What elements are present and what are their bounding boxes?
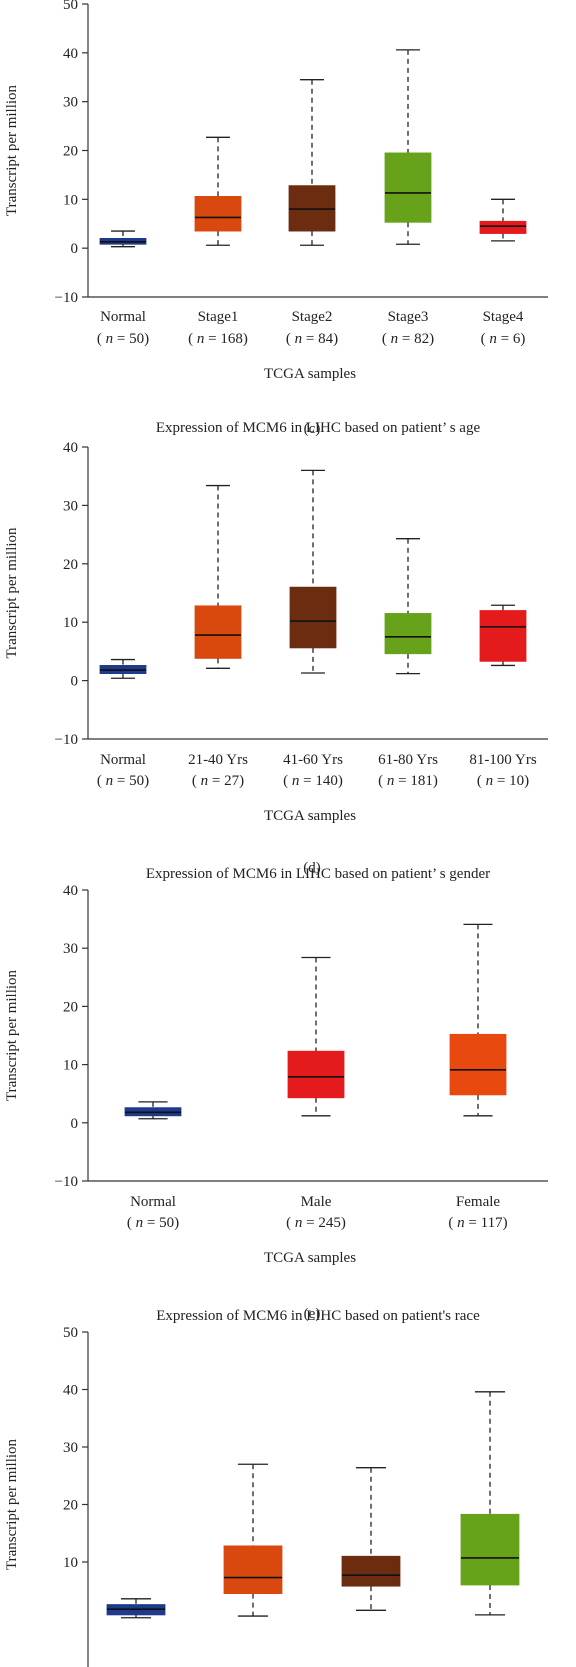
y-tick-label: 10 (63, 192, 78, 208)
sample-size-label: ( n = 50) (97, 773, 149, 789)
y-axis-label: Transcript per million (4, 527, 20, 659)
y-tick-label: 10 (63, 1555, 78, 1571)
box-iqr (195, 196, 241, 231)
box-iqr (480, 611, 526, 662)
box-3: Female ( n = 117) (448, 924, 507, 1231)
x-tick-label: Normal (130, 1194, 176, 1210)
box-iqr (461, 1514, 519, 1585)
y-tick-label: −10 (55, 1174, 78, 1190)
y-tick-label: 20 (63, 1498, 78, 1514)
x-axis-label: TCGA samples (264, 366, 356, 382)
y-tick-label: 30 (63, 1440, 78, 1456)
x-tick-label: 61-80 Yrs (378, 752, 438, 768)
box-iqr (342, 1556, 400, 1586)
sample-size-label: ( n = 6) (481, 331, 526, 347)
box-2: Male ( n = 245) (286, 958, 346, 1231)
y-tick-label: 50 (63, 0, 78, 13)
y-tick-label: 20 (63, 557, 78, 573)
x-tick-label: Female (456, 1194, 500, 1210)
box-1: Normal ( n = 50) (97, 231, 149, 347)
chart-title: Expression of MCM6 in LIHC based on pati… (156, 420, 481, 436)
box-iqr (195, 606, 241, 659)
box-iqr (290, 587, 336, 648)
box-4 (461, 1392, 519, 1615)
sample-size-label: ( n = 84) (286, 331, 338, 347)
sample-size-label: ( n = 10) (477, 773, 529, 789)
sample-size-label: ( n = 181) (378, 773, 438, 789)
chart-panel-2: Expression of MCM6 in LIHC based on pati… (4, 420, 548, 876)
box-2: Stage1 ( n = 168) (188, 137, 248, 347)
x-tick-label: Stage3 (388, 309, 429, 325)
chart-title: Expression of MCM6 in LIHC based on pati… (156, 1308, 480, 1324)
y-tick-label: 30 (63, 941, 78, 957)
box-3: Stage2 ( n = 84) (286, 80, 338, 347)
x-tick-label: 21-40 Yrs (188, 752, 248, 768)
sample-size-label: ( n = 140) (283, 773, 343, 789)
y-tick-label: 10 (63, 1058, 78, 1074)
box-5: 81-100 Yrs ( n = 10) (469, 605, 537, 789)
y-tick-label: 0 (71, 674, 79, 690)
box-1: Normal ( n = 50) (125, 1102, 181, 1231)
y-tick-label: 40 (63, 440, 78, 456)
y-tick-label: 30 (63, 498, 78, 514)
y-tick-label: 20 (63, 999, 78, 1015)
y-tick-label: 40 (63, 46, 78, 62)
box-iqr (385, 153, 431, 222)
y-axis-label: Transcript per million (4, 969, 20, 1101)
box-3 (342, 1468, 400, 1611)
sample-size-label: ( n = 245) (286, 1215, 346, 1231)
y-axis-label: Transcript per million (4, 1438, 20, 1570)
box-iqr (224, 1546, 282, 1594)
y-tick-label: 0 (71, 1116, 79, 1132)
y-tick-label: 20 (63, 144, 78, 160)
box-4: Stage3 ( n = 82) (382, 50, 434, 347)
sample-size-label: ( n = 27) (192, 773, 244, 789)
box-4: 61-80 Yrs ( n = 181) (378, 539, 438, 789)
chart-title: Expression of MCM6 in LIHC based on pati… (146, 866, 490, 882)
x-axis-label: TCGA samples (264, 1250, 356, 1266)
sample-size-label: ( n = 117) (448, 1215, 507, 1231)
sample-size-label: ( n = 82) (382, 331, 434, 347)
x-tick-label: 41-60 Yrs (283, 752, 343, 768)
box-iqr (288, 1051, 344, 1098)
x-tick-label: Male (301, 1194, 332, 1210)
x-tick-label: Normal (100, 752, 146, 768)
box-5: Stage4 ( n = 6) (480, 199, 526, 347)
box-1: Normal ( n = 50) (97, 660, 149, 789)
y-tick-label: −10 (55, 290, 78, 306)
chart-panel-1: −10 0 10 20 30 40 50 Transcript per million Norm… (4, 0, 548, 437)
box-iqr (450, 1034, 506, 1095)
y-tick-label: 40 (63, 1383, 78, 1399)
y-tick-label: 40 (63, 883, 78, 899)
box-iqr (385, 613, 431, 653)
box-1 (107, 1599, 165, 1618)
chart-panel-3: Expression of MCM6 in LIHC based on pati… (4, 866, 548, 1322)
box-3: 41-60 Yrs ( n = 140) (283, 470, 343, 789)
box-iqr (480, 221, 526, 233)
sample-size-label: ( n = 168) (188, 331, 248, 347)
y-tick-label: 10 (63, 615, 78, 631)
x-tick-label: Stage4 (483, 309, 524, 325)
y-tick-label: 30 (63, 95, 78, 111)
y-axis-label: Transcript per million (4, 84, 20, 216)
x-tick-label: Normal (100, 309, 146, 325)
x-tick-label: Stage1 (198, 309, 239, 325)
sample-size-label: ( n = 50) (127, 1215, 179, 1231)
sample-size-label: ( n = 50) (97, 331, 149, 347)
x-tick-label: Stage2 (292, 309, 333, 325)
x-tick-label: 81-100 Yrs (469, 752, 537, 768)
y-tick-label: −10 (55, 732, 78, 748)
box-2: 21-40 Yrs ( n = 27) (188, 486, 248, 789)
y-tick-label: 50 (63, 1325, 78, 1341)
box-2 (224, 1464, 282, 1616)
x-axis-label: TCGA samples (264, 808, 356, 824)
chart-panel-4: Expression of MCM6 in LIHC based on pati… (4, 1308, 519, 1667)
y-tick-label: 0 (71, 241, 79, 257)
